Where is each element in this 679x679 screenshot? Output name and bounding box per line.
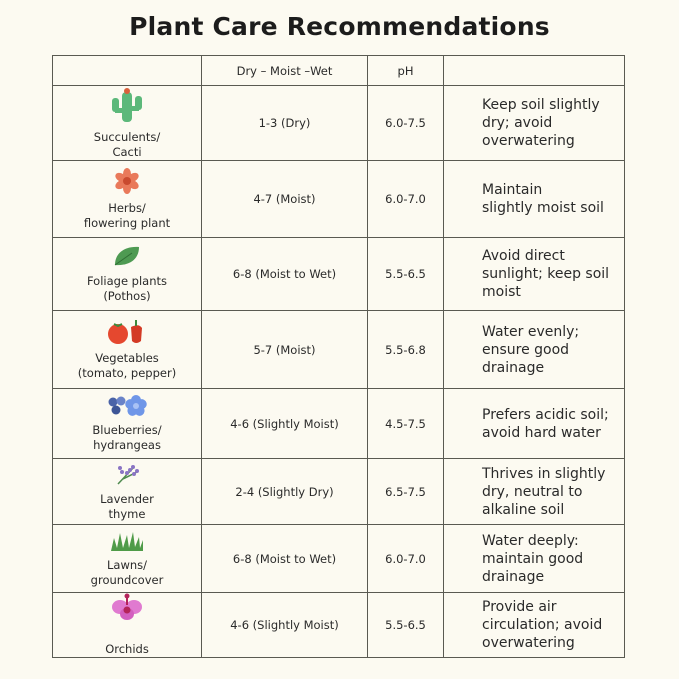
table-row: Foliage plants (Pothos) 6-8 (Moist to Wet… <box>52 237 625 311</box>
header-plant <box>52 55 202 86</box>
moisture-cell: 6-8 (Moist to Wet) <box>201 237 368 311</box>
plant-name-line: Lawns/ <box>106 557 147 572</box>
grass-icon <box>53 530 201 556</box>
care-notes-cell: Water deeply: maintain good drainage <box>443 524 625 593</box>
plant-cell: Blueberries/hydrangeas <box>52 388 202 459</box>
care-note-line: sunlight; keep soil <box>482 266 610 282</box>
flower-icon <box>53 167 201 199</box>
care-notes-cell: Thrives in slightly dry, neutral to alkali… <box>443 458 625 525</box>
care-notes-cell: Water evenly; ensure good drainage <box>443 310 625 389</box>
care-note-line: Water evenly; <box>482 323 580 340</box>
ph-cell: 5.5-6.8 <box>367 310 444 389</box>
ph-cell: 6.0-7.0 <box>367 524 444 593</box>
plant-name-line: (Pothos) <box>103 289 151 303</box>
plant-name-line: Cacti <box>112 145 142 159</box>
plant-name-line: thyme <box>108 506 146 521</box>
page-title: Plant Care Recommendations <box>129 12 550 41</box>
table-row: Succulents/Cacti 1-3 (Dry) 6.0-7.5 Keep … <box>52 85 625 161</box>
ph-cell: 6.5-7.5 <box>367 458 444 525</box>
leaf-icon <box>53 244 201 272</box>
plant-name-line: groundcover <box>90 572 164 587</box>
plant-name-line: (tomato, pepper) <box>77 365 177 380</box>
care-notes-cell: Provide air circulation; avoid overwaterin… <box>443 592 625 658</box>
care-note-line: alkaline soil <box>482 501 565 518</box>
plant-name-line: Succulents/ <box>93 130 161 144</box>
table-row: Blueberries/hydrangeas 4-6 (Slightly Moi… <box>52 388 625 459</box>
table-row: Lavender thyme 2-4 (Slightly Dry) 6.5-7.5… <box>52 458 625 525</box>
care-note-line: dry, neutral to <box>482 483 583 500</box>
plant-cell: Orchids <box>52 592 202 658</box>
ph-cell: 5.5-6.5 <box>367 592 444 658</box>
moisture-cell: 4-7 (Moist) <box>201 160 368 238</box>
plant-cell: Foliage plants (Pothos) <box>52 237 202 311</box>
moisture-cell: 1-3 (Dry) <box>201 85 368 161</box>
lavender-icon <box>53 462 201 490</box>
orchid-icon <box>53 593 201 625</box>
plant-name-line: Foliage plants <box>86 274 168 288</box>
plant-care-table: Dry – Moist –Wet pH Succulents/Cacti 1-3… <box>52 55 625 658</box>
table-row: Herbs/flowering plant 4-7 (Moist) 6.0-7.… <box>52 160 625 238</box>
care-note-line: ensure good <box>482 341 570 358</box>
care-note-line: Avoid direct <box>482 248 565 264</box>
care-note-line: Keep soil slightly <box>482 97 600 113</box>
care-notes-cell: Prefers acidic soil; avoid hard water <box>443 388 625 459</box>
care-note-line: drainage <box>482 568 545 585</box>
care-note-line: avoid hard water <box>482 424 601 441</box>
table-row: Lawns/groundcover 6-8 (Moist to Wet) 6.0… <box>52 524 625 593</box>
header-notes <box>443 55 625 86</box>
ph-cell: 6.0-7.5 <box>367 85 444 161</box>
care-note-line: dry; avoid <box>482 115 553 131</box>
moisture-cell: 2-4 (Slightly Dry) <box>201 458 368 525</box>
header-ph: pH <box>367 55 444 86</box>
care-note-line: Water deeply: <box>482 532 579 549</box>
plant-cell: Herbs/flowering plant <box>52 160 202 238</box>
plant-name-line: Herbs/ <box>108 201 146 215</box>
care-notes-cell: Avoid direct sunlight; keep soil moist <box>443 237 625 311</box>
plant-name-line: Lavender <box>100 491 154 506</box>
moisture-cell: 6-8 (Moist to Wet) <box>201 524 368 593</box>
ph-cell: 5.5-6.5 <box>367 237 444 311</box>
moisture-cell: 4-6 (Slightly Moist) <box>201 388 368 459</box>
table-row: Orchids 4-6 (Slightly Moist) 5.5-6.5 Pro… <box>52 592 625 658</box>
plant-name-line: Orchids <box>105 642 149 656</box>
blueberry-hydrangea-icon <box>53 394 201 421</box>
moisture-cell: 4-6 (Slightly Moist) <box>201 592 368 658</box>
plant-cell: Lawns/groundcover <box>52 524 202 593</box>
tomato-pepper-icon <box>53 319 201 349</box>
moisture-cell: 5-7 (Moist) <box>201 310 368 389</box>
care-note-line: circulation; avoid <box>482 617 603 633</box>
plant-cell: Succulents/Cacti <box>52 85 202 161</box>
plant-cell: Lavender thyme <box>52 458 202 525</box>
care-note-line: overwatering <box>482 635 575 651</box>
care-note-line: Thrives in slightly <box>482 465 606 482</box>
care-note-line: drainage <box>482 359 545 376</box>
plant-name-line: Vegetables <box>95 350 159 365</box>
care-note-line: Provide air <box>482 599 557 615</box>
care-note-line: maintain good <box>482 550 584 567</box>
header-row: Dry – Moist –Wet pH <box>52 55 625 86</box>
plant-name-line: Blueberries/ <box>92 422 162 437</box>
care-note-line: overwatering <box>482 133 575 149</box>
plant-name-line: flowering plant <box>83 216 171 230</box>
header-moisture: Dry – Moist –Wet <box>201 55 368 86</box>
plant-cell: Vegetables (tomato, pepper) <box>52 310 202 389</box>
plant-name-line: hydrangeas <box>93 437 161 452</box>
cactus-icon <box>53 86 201 128</box>
care-note-line: Maintain <box>482 182 543 198</box>
care-note-line: slightly moist soil <box>482 200 604 216</box>
care-note-line: moist <box>482 284 521 300</box>
ph-cell: 6.0-7.0 <box>367 160 444 238</box>
care-note-line: Prefers acidic soil; <box>482 406 609 423</box>
care-notes-cell: Keep soil slightly dry; avoid overwatering <box>443 85 625 161</box>
care-notes-cell: Maintain slightly moist soil <box>443 160 625 238</box>
ph-cell: 4.5-7.5 <box>367 388 444 459</box>
table-row: Vegetables (tomato, pepper) 5-7 (Moist) 5… <box>52 310 625 389</box>
